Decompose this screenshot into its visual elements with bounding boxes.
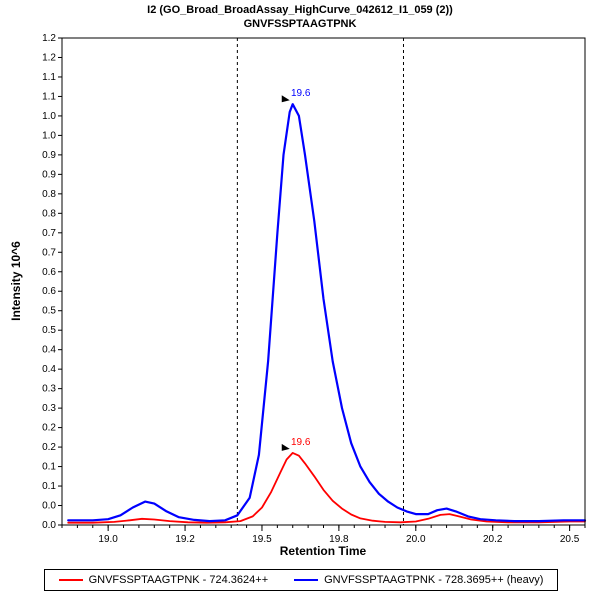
svg-text:0.5: 0.5 <box>42 325 56 336</box>
svg-text:0.9: 0.9 <box>42 169 56 180</box>
svg-text:1.1: 1.1 <box>42 72 56 83</box>
svg-text:0.7: 0.7 <box>42 228 56 239</box>
svg-text:0.6: 0.6 <box>42 267 56 278</box>
legend-item-heavy: GNVFSSPTAAGTPNK - 728.3695++ (heavy) <box>294 574 543 586</box>
svg-text:1.2: 1.2 <box>42 52 56 63</box>
svg-text:20.5: 20.5 <box>560 534 580 545</box>
svg-text:0.1: 0.1 <box>42 481 56 492</box>
chart-subtitle: GNVFSSPTAAGTPNK <box>243 18 357 30</box>
svg-text:1.2: 1.2 <box>42 33 56 44</box>
chart-title: I2 (GO_Broad_BroadAssay_HighCurve_042612… <box>147 4 453 16</box>
svg-text:19.0: 19.0 <box>98 534 118 545</box>
svg-text:0.7: 0.7 <box>42 247 56 258</box>
svg-text:0.3: 0.3 <box>42 403 56 414</box>
svg-text:0.0: 0.0 <box>42 501 56 512</box>
svg-text:0.6: 0.6 <box>42 286 56 297</box>
svg-text:0.0: 0.0 <box>42 520 56 531</box>
svg-text:0.8: 0.8 <box>42 208 56 219</box>
svg-text:0.5: 0.5 <box>42 306 56 317</box>
svg-text:19.5: 19.5 <box>252 534 272 545</box>
chromatogram-plot[interactable]: 19.0 19.2 19.5 19.8 20.0 20.2 20.5 0.0 0.0 0.1 0.1… <box>0 0 600 560</box>
light-series-label: GNVFSSPTAAGTPNK - 724.3624++ <box>88 574 269 586</box>
svg-text:19.2: 19.2 <box>175 534 195 545</box>
svg-text:0.9: 0.9 <box>42 150 56 161</box>
svg-text:0.3: 0.3 <box>42 384 56 395</box>
legend: GNVFSSPTAAGTPNK - 724.3624++ GNVFSSPTAAG… <box>44 569 558 591</box>
svg-text:19.6: 19.6 <box>291 88 311 99</box>
svg-text:0.2: 0.2 <box>42 423 56 434</box>
light-series-line-swatch <box>58 579 83 581</box>
svg-text:19.8: 19.8 <box>329 534 349 545</box>
svg-text:1.1: 1.1 <box>42 91 56 102</box>
heavy-series-line-swatch <box>294 579 319 581</box>
x-axis-title: Retention Time <box>279 544 367 558</box>
svg-text:0.1: 0.1 <box>42 462 56 473</box>
svg-text:0.2: 0.2 <box>42 442 56 453</box>
y-axis-title: Intensity 10^6 <box>9 241 23 321</box>
heavy-series-label: GNVFSSPTAAGTPNK - 728.3695++ (heavy) <box>324 574 544 586</box>
svg-text:20.2: 20.2 <box>483 534 503 545</box>
svg-text:20.0: 20.0 <box>406 534 426 545</box>
svg-text:1.0: 1.0 <box>42 111 56 122</box>
chromatogram-svg: 19.0 19.2 19.5 19.8 20.0 20.2 20.5 0.0 0.0 0.1 0.1… <box>42 33 587 545</box>
legend-item-light: GNVFSSPTAAGTPNK - 724.3624++ <box>58 574 269 586</box>
svg-text:0.4: 0.4 <box>42 345 56 356</box>
svg-text:0.8: 0.8 <box>42 189 56 200</box>
svg-text:19.6: 19.6 <box>291 437 311 448</box>
svg-text:1.0: 1.0 <box>42 130 56 141</box>
svg-text:0.4: 0.4 <box>42 364 56 375</box>
